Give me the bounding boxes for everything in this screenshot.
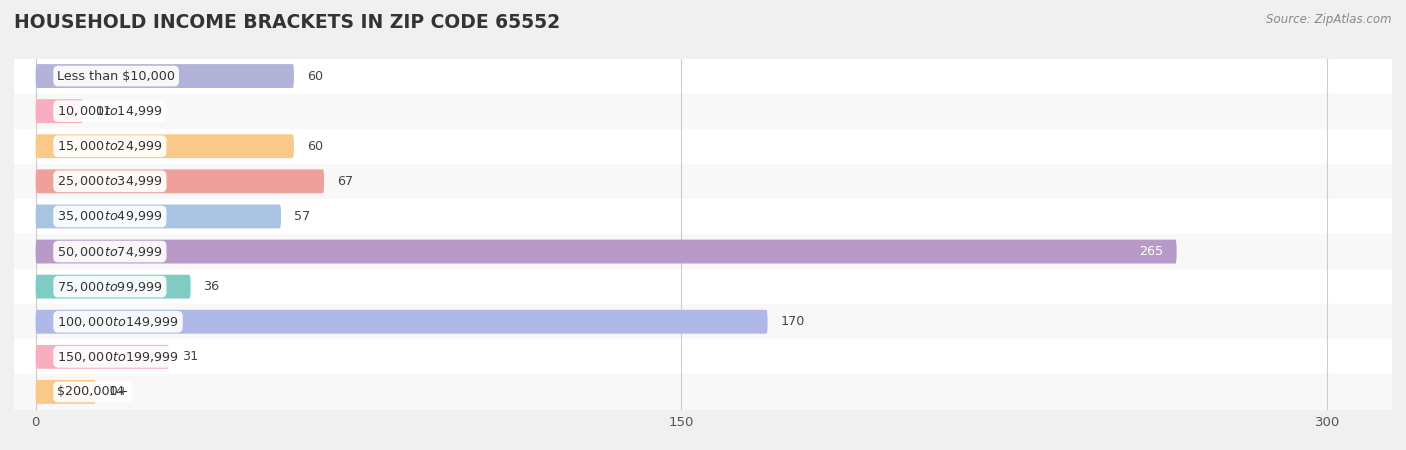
Text: $15,000 to $24,999: $15,000 to $24,999: [58, 139, 163, 153]
FancyBboxPatch shape: [35, 64, 294, 88]
FancyBboxPatch shape: [35, 239, 1177, 264]
Bar: [14, 164, 1392, 199]
Bar: [14, 374, 1392, 410]
Bar: [14, 234, 1392, 269]
Bar: [35, 380, 96, 404]
FancyBboxPatch shape: [35, 274, 191, 299]
FancyBboxPatch shape: [35, 99, 83, 123]
FancyBboxPatch shape: [35, 380, 96, 404]
Text: 170: 170: [780, 315, 804, 328]
Bar: [35, 99, 83, 123]
Bar: [14, 129, 1392, 164]
Text: 265: 265: [1140, 245, 1164, 258]
Bar: [14, 269, 1392, 304]
Bar: [14, 304, 1392, 339]
Bar: [35, 64, 294, 88]
Text: $50,000 to $74,999: $50,000 to $74,999: [58, 244, 163, 259]
Text: 11: 11: [96, 105, 112, 117]
Text: 60: 60: [307, 70, 323, 82]
Text: $25,000 to $34,999: $25,000 to $34,999: [58, 174, 163, 189]
Bar: [35, 345, 169, 369]
Bar: [14, 94, 1392, 129]
Text: $150,000 to $199,999: $150,000 to $199,999: [58, 350, 179, 364]
Bar: [14, 199, 1392, 234]
FancyBboxPatch shape: [35, 204, 281, 229]
Bar: [35, 204, 281, 229]
Text: $100,000 to $149,999: $100,000 to $149,999: [58, 315, 179, 329]
Text: 14: 14: [108, 386, 125, 398]
Bar: [35, 134, 294, 158]
Text: 60: 60: [307, 140, 323, 153]
Bar: [14, 339, 1392, 374]
Text: Less than $10,000: Less than $10,000: [58, 70, 176, 82]
FancyBboxPatch shape: [35, 345, 169, 369]
Text: $35,000 to $49,999: $35,000 to $49,999: [58, 209, 163, 224]
FancyBboxPatch shape: [35, 310, 768, 334]
Text: HOUSEHOLD INCOME BRACKETS IN ZIP CODE 65552: HOUSEHOLD INCOME BRACKETS IN ZIP CODE 65…: [14, 14, 560, 32]
Text: $75,000 to $99,999: $75,000 to $99,999: [58, 279, 163, 294]
Bar: [35, 310, 768, 334]
Text: $200,000+: $200,000+: [58, 386, 128, 398]
Text: $10,000 to $14,999: $10,000 to $14,999: [58, 104, 163, 118]
Bar: [35, 169, 325, 194]
Text: 31: 31: [181, 351, 198, 363]
Bar: [35, 239, 1177, 264]
Bar: [14, 58, 1392, 94]
FancyBboxPatch shape: [35, 169, 325, 194]
FancyBboxPatch shape: [35, 134, 294, 158]
Text: 57: 57: [294, 210, 311, 223]
Text: 36: 36: [204, 280, 219, 293]
Text: Source: ZipAtlas.com: Source: ZipAtlas.com: [1267, 14, 1392, 27]
Bar: [35, 274, 191, 299]
Text: 67: 67: [337, 175, 353, 188]
